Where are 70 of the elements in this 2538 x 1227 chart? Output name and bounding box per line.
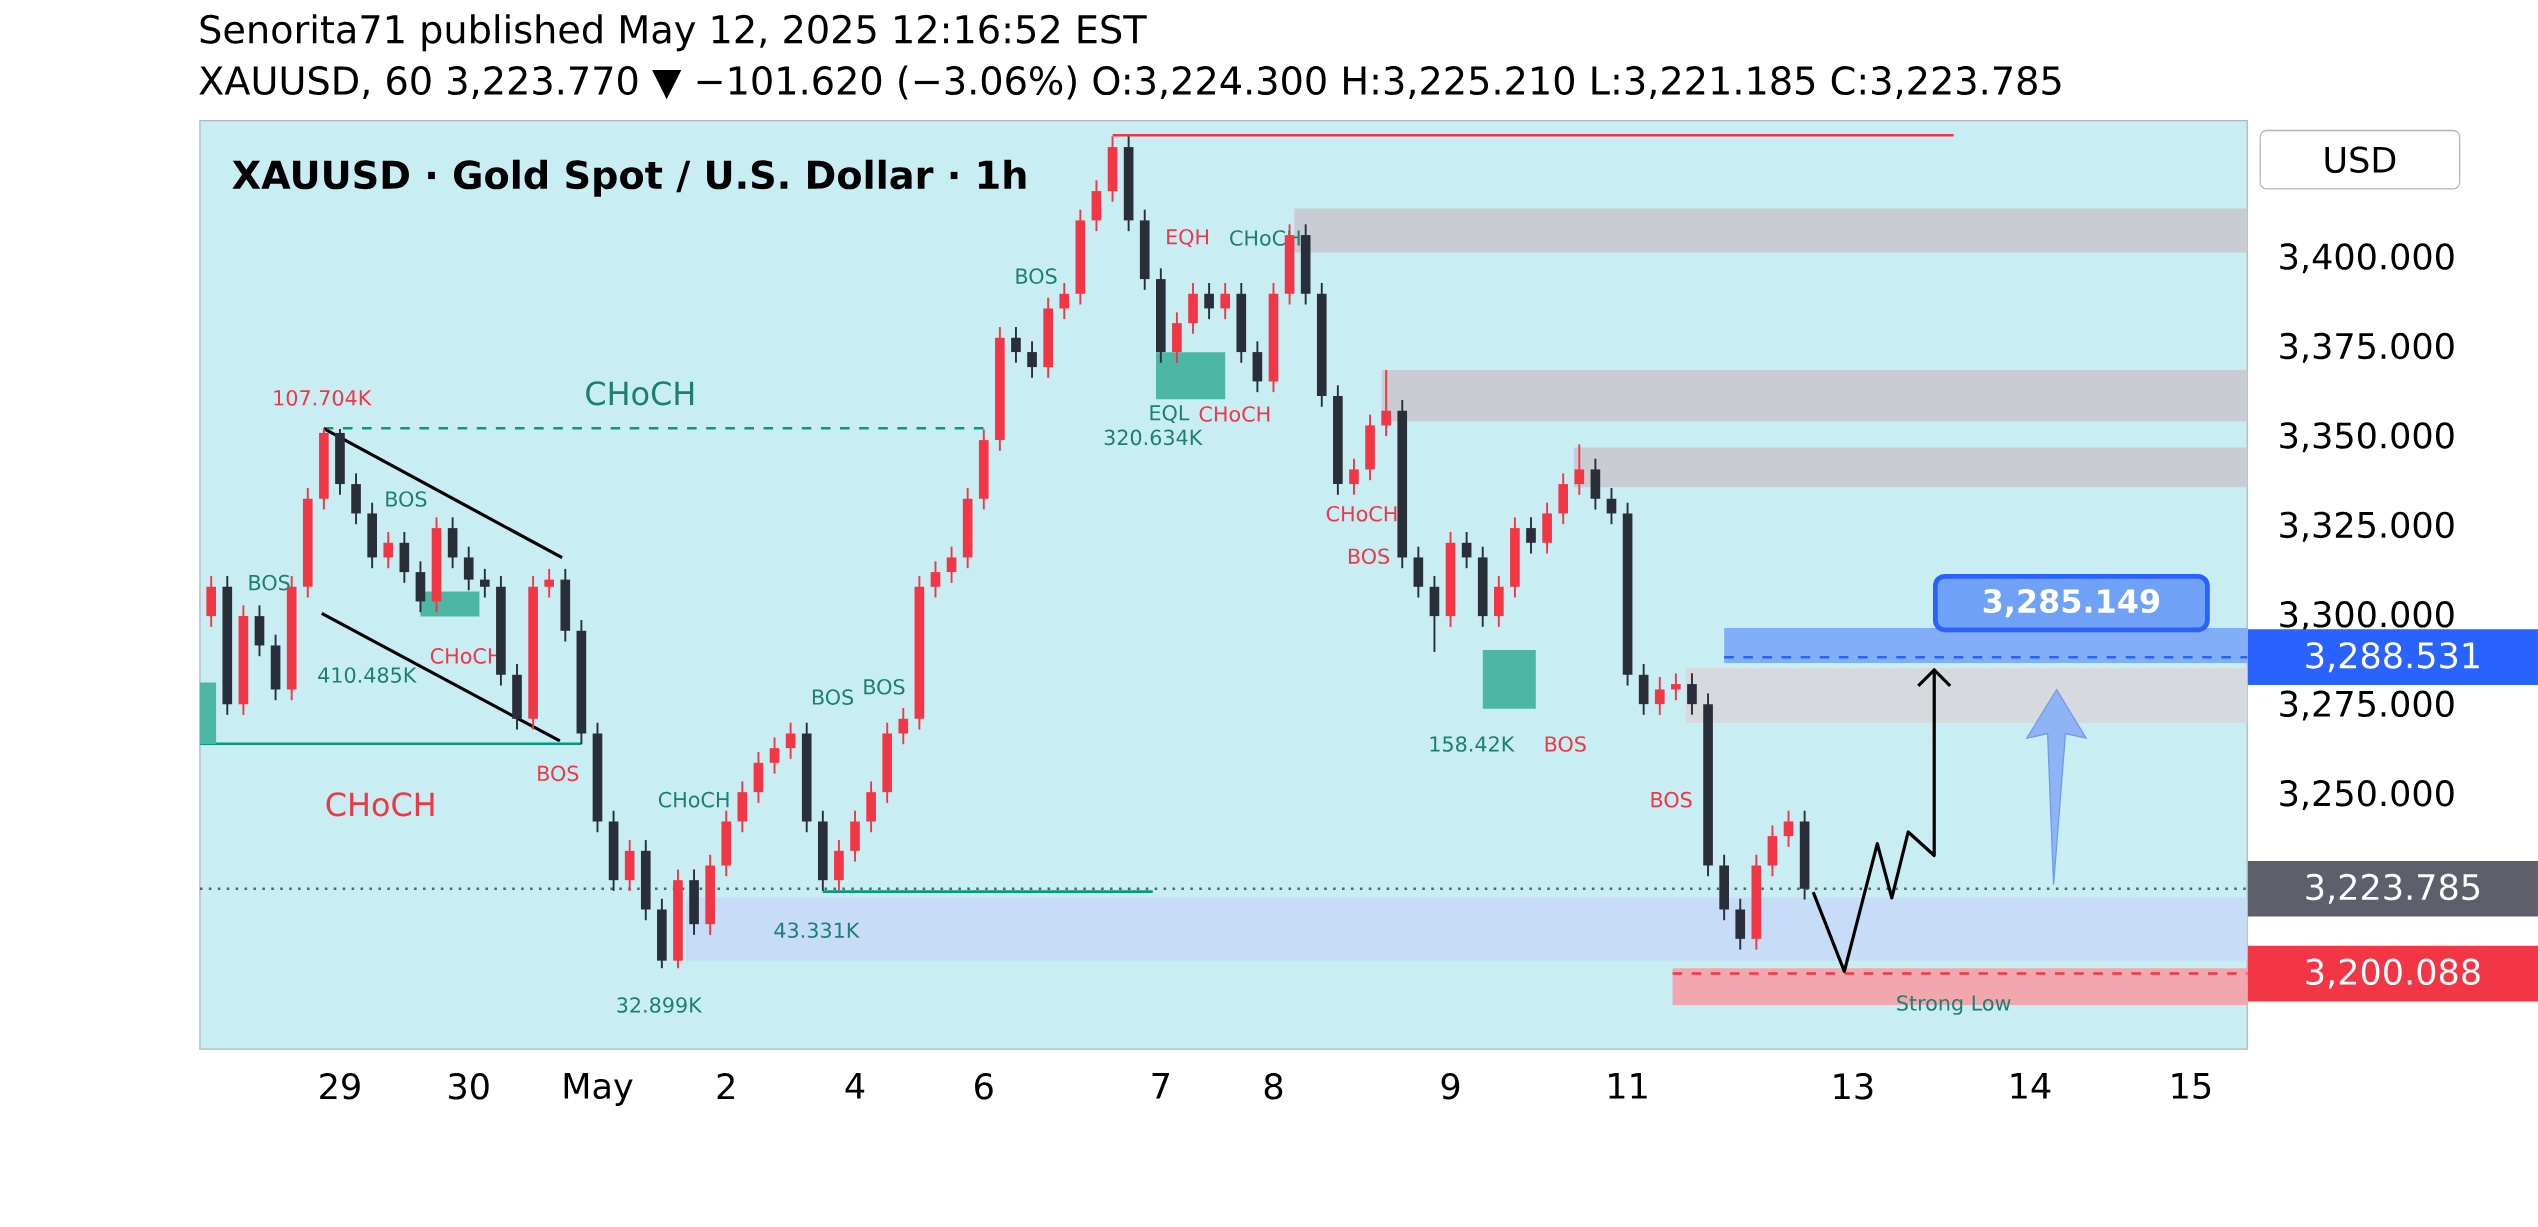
- candlestick: [1204, 282, 1214, 321]
- candlestick: [1381, 369, 1391, 438]
- annotation: CHoCH: [586, 381, 694, 406]
- annotation: EQH: [1167, 229, 1209, 248]
- y-tick-label: 3,350.000: [2280, 422, 2454, 453]
- candlestick: [1654, 676, 1665, 716]
- candlestick: [479, 568, 490, 599]
- candlestick: [898, 707, 909, 746]
- candlestick: [1574, 443, 1585, 496]
- candlestick: [1349, 457, 1359, 496]
- x-tick-label: 29: [320, 1073, 360, 1100]
- annotation: 43.331K: [774, 922, 860, 939]
- text: XAUUSD · Gold Spot / U.S. Dollar · 1h: [232, 159, 1026, 197]
- annotation: Strong Low: [1897, 995, 2011, 1015]
- y-tick-label: 3,375.000: [2280, 332, 2454, 363]
- annotation: CHoCH: [326, 792, 434, 817]
- y-tick-label: 3,275.000: [2280, 690, 2454, 721]
- annotation: EQL: [1150, 405, 1190, 424]
- y-tick-label: 3,300.000: [2280, 601, 2454, 632]
- annotation: CHoCH: [658, 791, 729, 808]
- annotation: BOS: [538, 765, 579, 782]
- x-tick-label: 30: [449, 1073, 489, 1100]
- candlestick: [930, 560, 941, 599]
- y-tick-label: 3,400.000: [2280, 243, 2454, 274]
- y-tick-label: 3,250.000: [2280, 780, 2454, 811]
- candlestick: [1687, 672, 1697, 716]
- x-tick-label: 11: [1609, 1073, 1647, 1099]
- x-tick-label: 6: [975, 1073, 993, 1100]
- ref-line-label: 3,223.785: [2306, 873, 2480, 904]
- annotation: 320.634K: [1104, 429, 1203, 446]
- x-tick-label: 2: [717, 1073, 734, 1100]
- annotation: BOS: [864, 679, 905, 695]
- annotation: 158.42K: [1430, 736, 1515, 752]
- candlestick: [1059, 282, 1070, 321]
- text: XAUUSD, 60 3,223.770 ▼ −101.620 (−3.06%) O:3,224.300 H:3,225.210 L:3,221.185 C:3,223.785: [199, 65, 2061, 100]
- candlestick: [1671, 672, 1681, 702]
- ref-line-label: 3,200.088: [2306, 958, 2480, 989]
- x-tick-label: 14: [2011, 1073, 2051, 1099]
- text: Senorita71 published May 12, 2025 12:16:52 EST: [200, 14, 1147, 52]
- annotation: BOS: [812, 689, 854, 706]
- annotation: 3,285.149: [1983, 589, 2160, 618]
- annotation: 410.485K: [318, 667, 417, 684]
- candlestick: [1220, 282, 1231, 321]
- annotation: BOS: [1545, 736, 1586, 752]
- x-tick-label: 13: [1834, 1073, 1873, 1100]
- candlestick: [1027, 340, 1037, 379]
- candlestick: [1526, 516, 1536, 555]
- annotation: BOS: [1651, 791, 1692, 808]
- candlestick: [1011, 326, 1021, 364]
- annotation: CHoCH: [1326, 506, 1397, 522]
- annotation: 32.899K: [617, 997, 703, 1013]
- x-tick-label: 4: [845, 1073, 865, 1099]
- candlestick: [946, 545, 957, 584]
- candlestick: [544, 568, 555, 599]
- candlestick: [785, 721, 796, 760]
- x-tick-label: May: [564, 1073, 633, 1107]
- candlestick: [1783, 809, 1794, 848]
- annotation: BOS: [1016, 268, 1057, 285]
- annotation: BOS: [1348, 548, 1390, 565]
- annotation: 107.704K: [274, 390, 372, 406]
- x-tick-label: 15: [2172, 1073, 2211, 1100]
- y-tick-label: 3,325.000: [2280, 511, 2454, 542]
- x-tick-label: 9: [1441, 1073, 1460, 1100]
- x-tick-label: 8: [1264, 1073, 1283, 1100]
- annotation: CHoCH: [1199, 406, 1270, 422]
- candlestick: [769, 736, 780, 775]
- ref-line-label: 3,288.531: [2306, 642, 2479, 673]
- y-axis-title: USD: [2325, 146, 2396, 174]
- annotation: BOS: [249, 574, 290, 591]
- x-tick-label: 7: [1152, 1073, 1169, 1099]
